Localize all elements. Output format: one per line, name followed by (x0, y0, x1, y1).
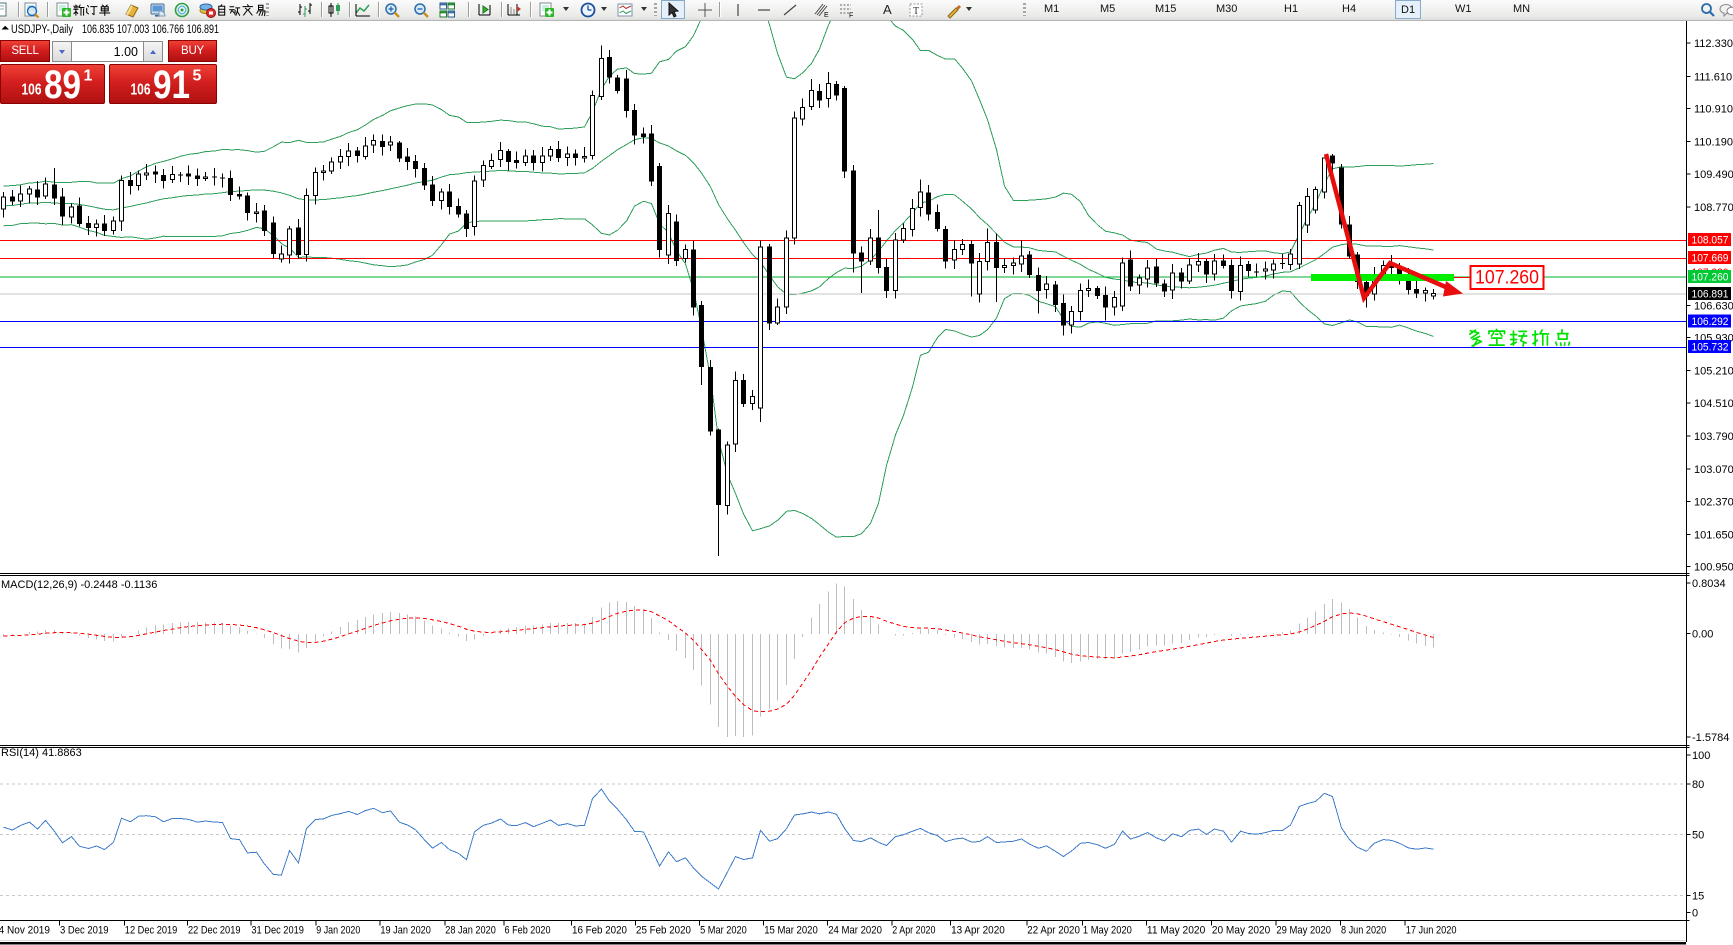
svg-text:12 Dec 2019: 12 Dec 2019 (125, 925, 178, 937)
svg-text:109.490: 109.490 (1694, 169, 1733, 181)
svg-text:9 Jan 2020: 9 Jan 2020 (316, 925, 360, 937)
svg-text:20 May 2020: 20 May 2020 (1212, 925, 1270, 937)
svg-text:110.910: 110.910 (1694, 104, 1733, 116)
svg-text:50: 50 (1692, 830, 1704, 842)
svg-text:108.057: 108.057 (1692, 235, 1729, 247)
svg-text:5: 5 (192, 68, 201, 85)
svg-text:103.790: 103.790 (1694, 431, 1733, 443)
svg-text:31 Dec 2019: 31 Dec 2019 (251, 925, 304, 937)
svg-text:22 Apr 2020: 22 Apr 2020 (1027, 925, 1080, 937)
svg-text:0: 0 (1692, 907, 1698, 919)
svg-text:107.260: 107.260 (1475, 267, 1539, 289)
svg-text:104.510: 104.510 (1694, 398, 1733, 410)
svg-text:13 Apr 2020: 13 Apr 2020 (951, 925, 1005, 937)
svg-text:15 Mar 2020: 15 Mar 2020 (764, 925, 818, 937)
svg-text:8 Jun 2020: 8 Jun 2020 (1341, 925, 1386, 937)
svg-text:22 Dec 2019: 22 Dec 2019 (188, 925, 241, 937)
svg-text:11 May 2020: 11 May 2020 (1147, 925, 1205, 937)
svg-text:1 May 2020: 1 May 2020 (1083, 925, 1132, 937)
svg-text:106: 106 (22, 82, 42, 99)
svg-text:100: 100 (1692, 750, 1710, 762)
svg-text:5 Mar 2020: 5 Mar 2020 (700, 925, 747, 937)
svg-text:29 May 2020: 29 May 2020 (1276, 925, 1331, 937)
svg-text:USDJPY-,Daily: USDJPY-,Daily (11, 24, 73, 36)
svg-text:25 Feb 2020: 25 Feb 2020 (636, 925, 691, 937)
svg-text:24 Mar 2020: 24 Mar 2020 (828, 925, 882, 937)
svg-text:106.835 107.003 106.766 106.89: 106.835 107.003 106.766 106.891 (82, 24, 219, 36)
svg-text:F: F (849, 13, 853, 20)
svg-text:91: 91 (153, 64, 190, 104)
svg-text:T: T (913, 6, 919, 17)
svg-text:100.950: 100.950 (1694, 562, 1733, 574)
svg-text:103.070: 103.070 (1694, 464, 1733, 476)
svg-text:16 Feb 2020: 16 Feb 2020 (572, 925, 627, 937)
svg-text:107.260: 107.260 (1692, 271, 1729, 283)
svg-text:1: 1 (84, 68, 93, 85)
svg-text:106.891: 106.891 (1692, 288, 1729, 300)
svg-text:0.00: 0.00 (1692, 629, 1713, 641)
svg-text:106.630: 106.630 (1694, 300, 1733, 312)
svg-text:15: 15 (1692, 891, 1704, 903)
svg-text:105.210: 105.210 (1694, 366, 1733, 378)
svg-text:28 Jan 2020: 28 Jan 2020 (445, 925, 496, 937)
svg-text:112.330: 112.330 (1694, 38, 1733, 50)
svg-text:6 Feb 2020: 6 Feb 2020 (505, 925, 551, 937)
svg-text:102.370: 102.370 (1694, 496, 1733, 508)
svg-text:19 Jan 2020: 19 Jan 2020 (380, 925, 431, 937)
svg-text:89: 89 (44, 64, 81, 104)
svg-text:106.292: 106.292 (1692, 316, 1729, 328)
svg-text:3 Dec 2019: 3 Dec 2019 (60, 925, 109, 937)
svg-text:80: 80 (1692, 779, 1704, 791)
svg-text:105.732: 105.732 (1692, 342, 1729, 354)
svg-text:0.8034: 0.8034 (1692, 578, 1726, 590)
svg-text:E: E (824, 12, 829, 19)
svg-text:107.669: 107.669 (1692, 253, 1729, 265)
svg-text:17 Jun 2020: 17 Jun 2020 (1406, 925, 1457, 937)
svg-text:101.650: 101.650 (1694, 529, 1733, 541)
svg-text:110.190: 110.190 (1694, 137, 1733, 149)
svg-text:107.330: 107.330 (1692, 267, 1729, 279)
svg-text:2 Apr 2020: 2 Apr 2020 (892, 925, 935, 937)
svg-text:-1.5784: -1.5784 (1692, 732, 1729, 744)
svg-text:106: 106 (130, 82, 150, 99)
svg-text:RSI(14) 41.8863: RSI(14) 41.8863 (1, 747, 82, 759)
svg-text:111.610: 111.610 (1694, 71, 1732, 83)
svg-text:108.770: 108.770 (1694, 202, 1733, 214)
svg-text:24 Nov 2019: 24 Nov 2019 (0, 925, 50, 937)
svg-text:MACD(12,26,9) -0.2448 -0.1136: MACD(12,26,9) -0.2448 -0.1136 (1, 579, 157, 591)
